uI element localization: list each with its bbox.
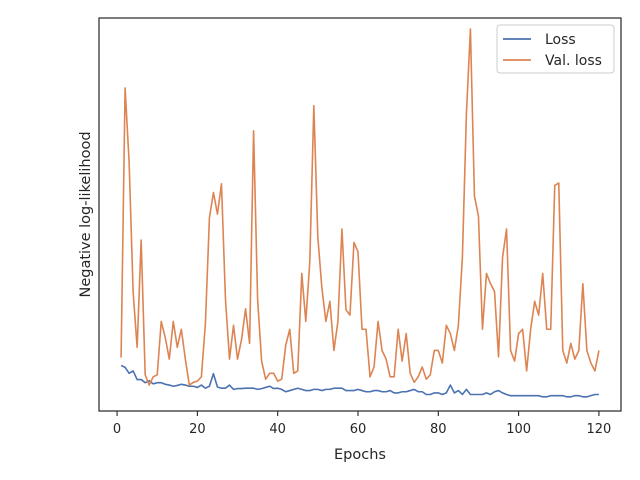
x-tick-label: 20 [189,422,206,437]
x-tick-label: 80 [430,422,447,437]
x-axis-label: Epochs [334,447,386,463]
legend: Loss Val. loss [496,24,615,74]
x-tick-label: 100 [506,422,531,437]
legend-box [496,24,615,74]
series-layer [120,28,600,398]
series-line-loss [120,364,599,398]
plot-area [98,17,622,412]
legend-label: Val. loss [545,53,602,69]
x-tick-label: 60 [350,422,367,437]
x-tick-label: 120 [587,422,612,437]
x-axis-ticks: 0 20 40 60 80 100 120 [113,411,611,437]
x-tick-label: 0 [113,422,121,437]
x-tick-label: 40 [269,422,286,437]
y-axis-label: Negative log-likelihood [78,131,94,297]
series-line-val-loss [120,28,600,386]
legend-label: Loss [545,32,576,48]
